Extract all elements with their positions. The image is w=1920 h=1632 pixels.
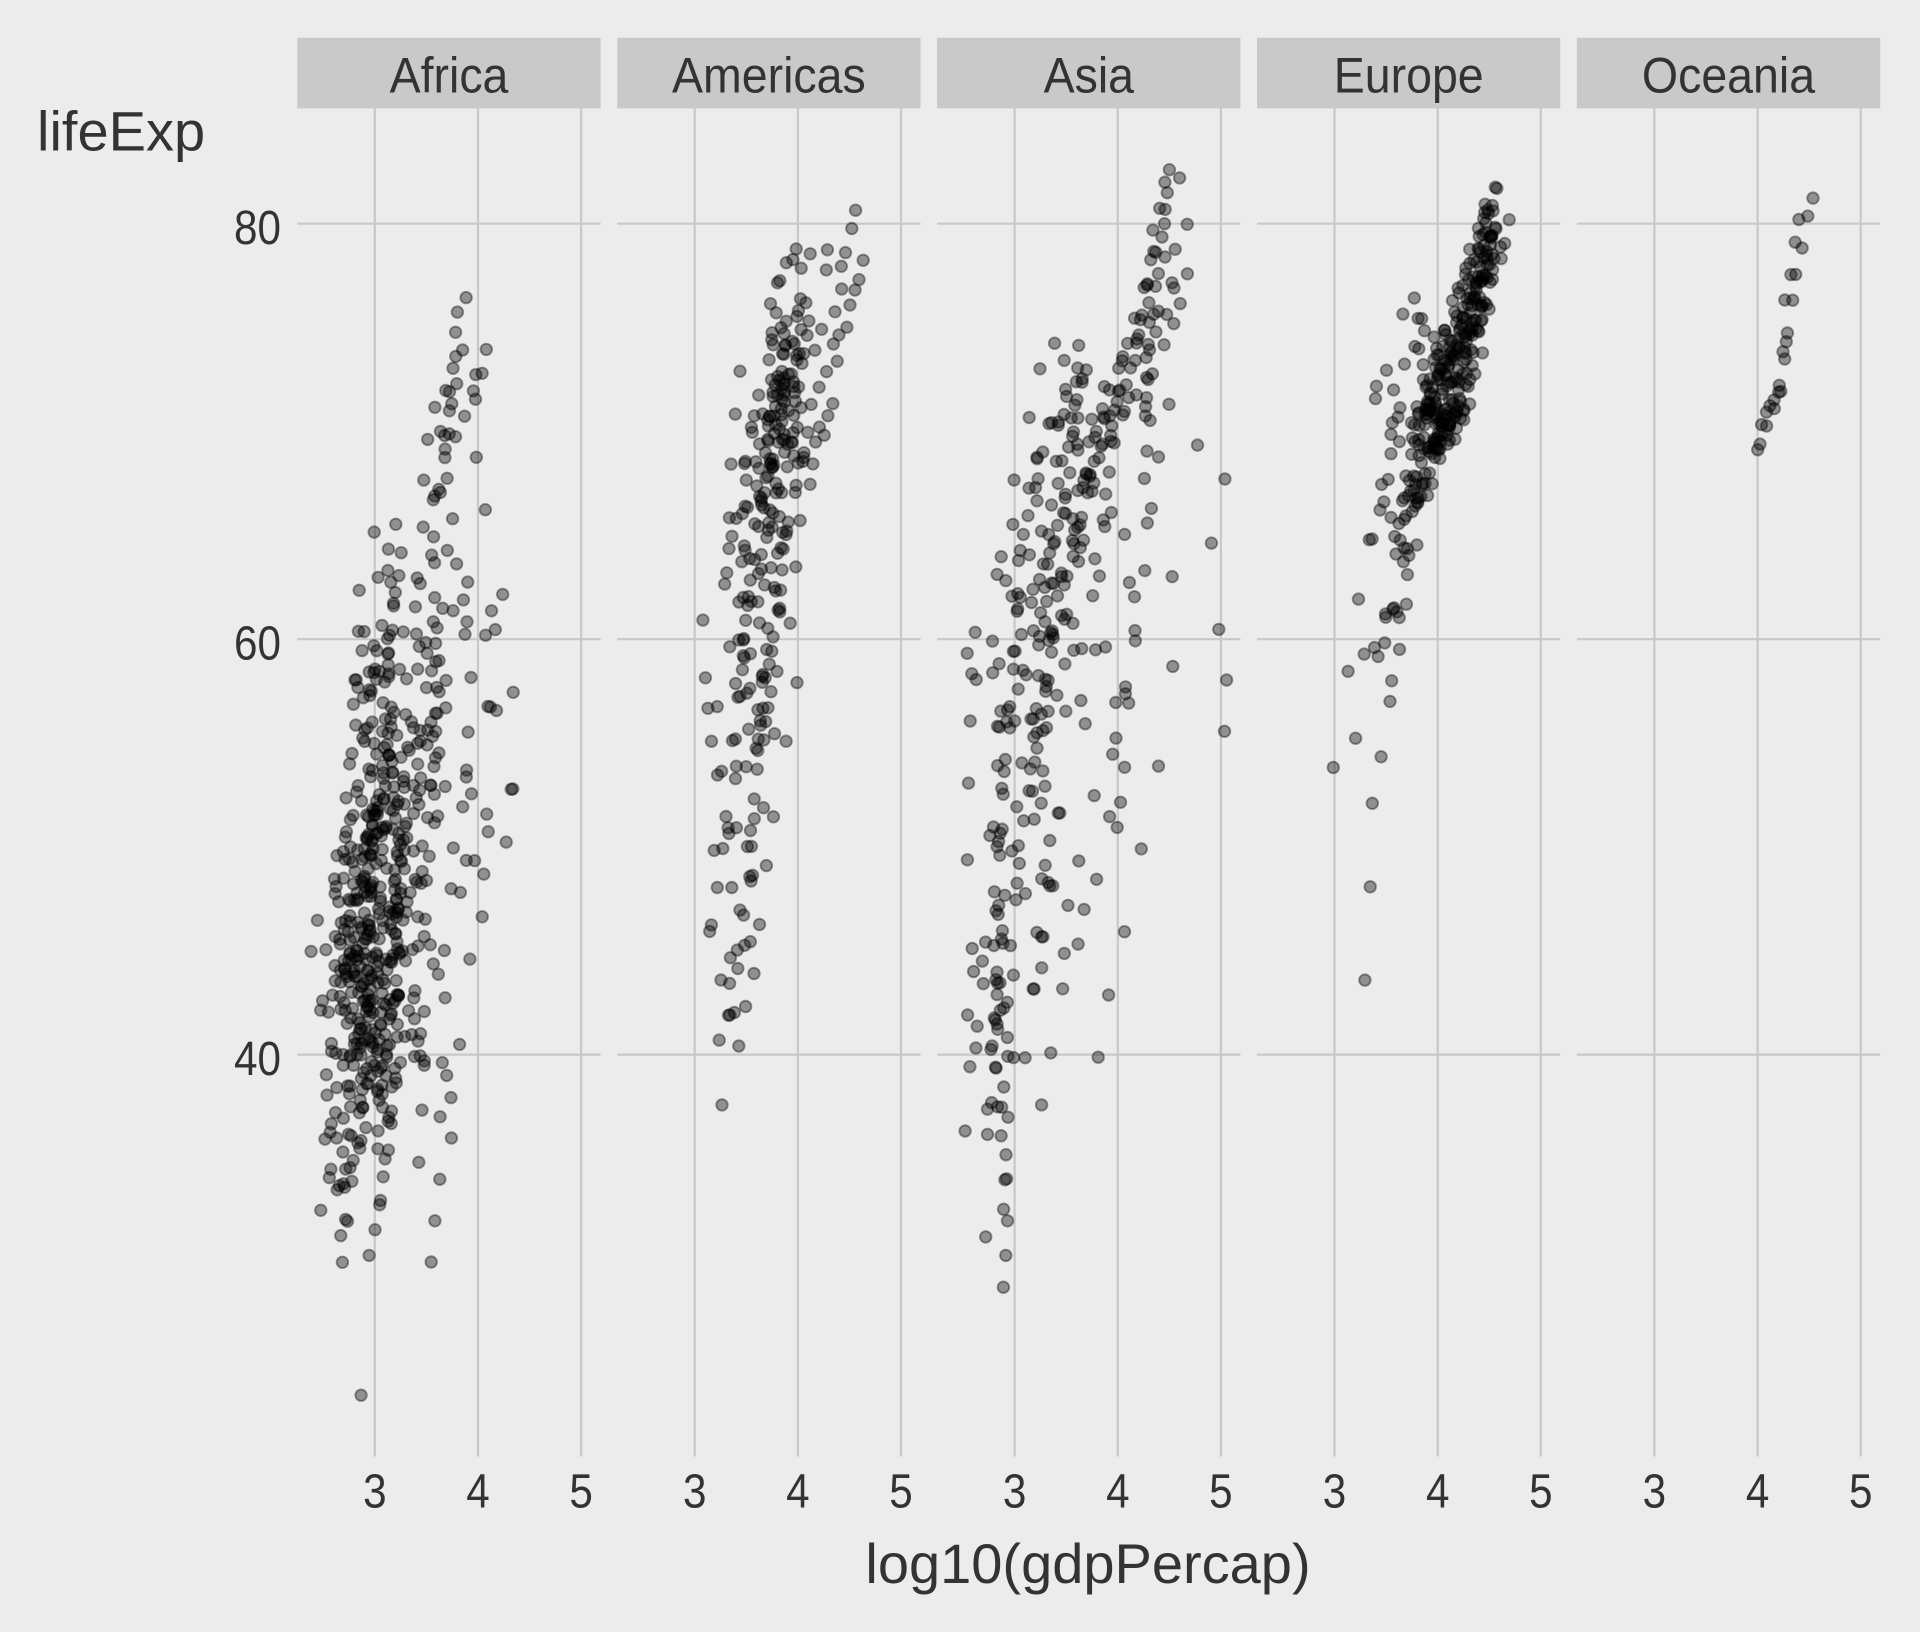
- svg-text:3: 3: [1003, 1464, 1026, 1518]
- svg-text:4: 4: [1106, 1464, 1129, 1518]
- svg-text:4: 4: [1426, 1464, 1449, 1518]
- svg-text:3: 3: [363, 1464, 386, 1518]
- svg-text:5: 5: [889, 1464, 912, 1518]
- svg-text:60: 60: [234, 616, 281, 670]
- svg-text:4: 4: [786, 1464, 809, 1518]
- svg-text:5: 5: [569, 1464, 592, 1518]
- svg-text:40: 40: [234, 1031, 281, 1085]
- svg-text:3: 3: [683, 1464, 706, 1518]
- svg-text:4: 4: [1746, 1464, 1769, 1518]
- svg-text:log10(gdpPercap): log10(gdpPercap): [865, 1532, 1310, 1595]
- svg-text:3: 3: [1643, 1464, 1666, 1518]
- svg-text:Africa: Africa: [390, 48, 509, 104]
- svg-text:5: 5: [1209, 1464, 1232, 1518]
- svg-text:3: 3: [1323, 1464, 1346, 1518]
- svg-text:Europe: Europe: [1334, 48, 1484, 104]
- svg-text:Asia: Asia: [1044, 48, 1135, 104]
- svg-text:80: 80: [234, 200, 281, 254]
- svg-text:5: 5: [1849, 1464, 1872, 1518]
- svg-text:4: 4: [466, 1464, 489, 1518]
- svg-text:5: 5: [1529, 1464, 1552, 1518]
- svg-text:Oceania: Oceania: [1642, 48, 1815, 104]
- svg-text:Americas: Americas: [672, 48, 866, 104]
- svg-text:lifeExp: lifeExp: [37, 99, 205, 162]
